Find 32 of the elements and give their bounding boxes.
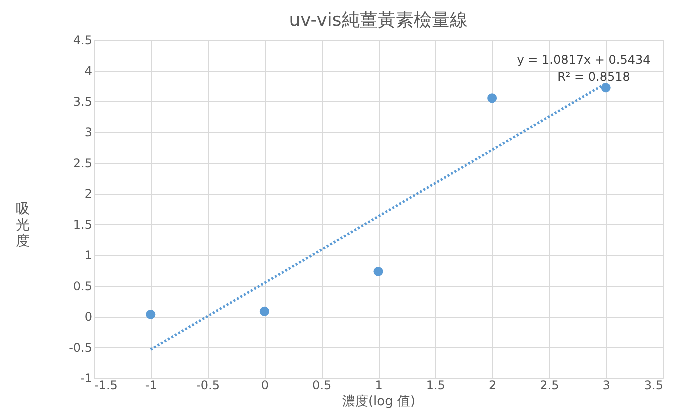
y-tick-label: 2.5	[73, 156, 92, 170]
point	[374, 266, 384, 276]
y-tick-label: 4	[84, 64, 92, 78]
x-tick-label: -0.5	[196, 378, 220, 392]
y-tick-label: 2	[84, 187, 92, 202]
x-tick-label: 2	[488, 378, 497, 392]
y-axis-title: 吸光度	[16, 202, 30, 250]
x-tick-label: 1	[375, 378, 383, 392]
x-tick-label: 1.5	[426, 378, 446, 392]
y-tick-label: 0.5	[73, 279, 92, 294]
y-tick-label: 1.5	[73, 218, 92, 232]
y-tick-label: 3.5	[73, 94, 92, 109]
y-tick-label: 0	[84, 310, 92, 324]
x-tick-label: 3.5	[644, 378, 664, 392]
y-tick-label: 1	[84, 248, 92, 263]
x-tick-label: 3	[602, 378, 610, 392]
y-tick-label: -0.5	[69, 340, 92, 355]
x-axis-title: 濃度(log 值)	[342, 394, 416, 410]
annotation: y = 1.0817x + 0.5434	[517, 53, 651, 67]
x-tick-label: 0.5	[312, 378, 332, 392]
y-tick-label: 3	[84, 126, 92, 140]
x-tick-label: 2.5	[540, 378, 560, 392]
x-tick-label: -1.5	[94, 378, 118, 392]
point	[146, 310, 156, 320]
annotation: R² = 0.8518	[558, 70, 630, 84]
x-tick-label: -1	[145, 378, 158, 392]
point	[488, 94, 498, 104]
point	[601, 83, 611, 93]
x-tick-label: 0	[261, 378, 270, 392]
point	[260, 306, 270, 316]
y-tick-label: 4.5	[73, 34, 92, 48]
chart-title: uv-vis純薑黃素檢量線	[289, 10, 468, 31]
